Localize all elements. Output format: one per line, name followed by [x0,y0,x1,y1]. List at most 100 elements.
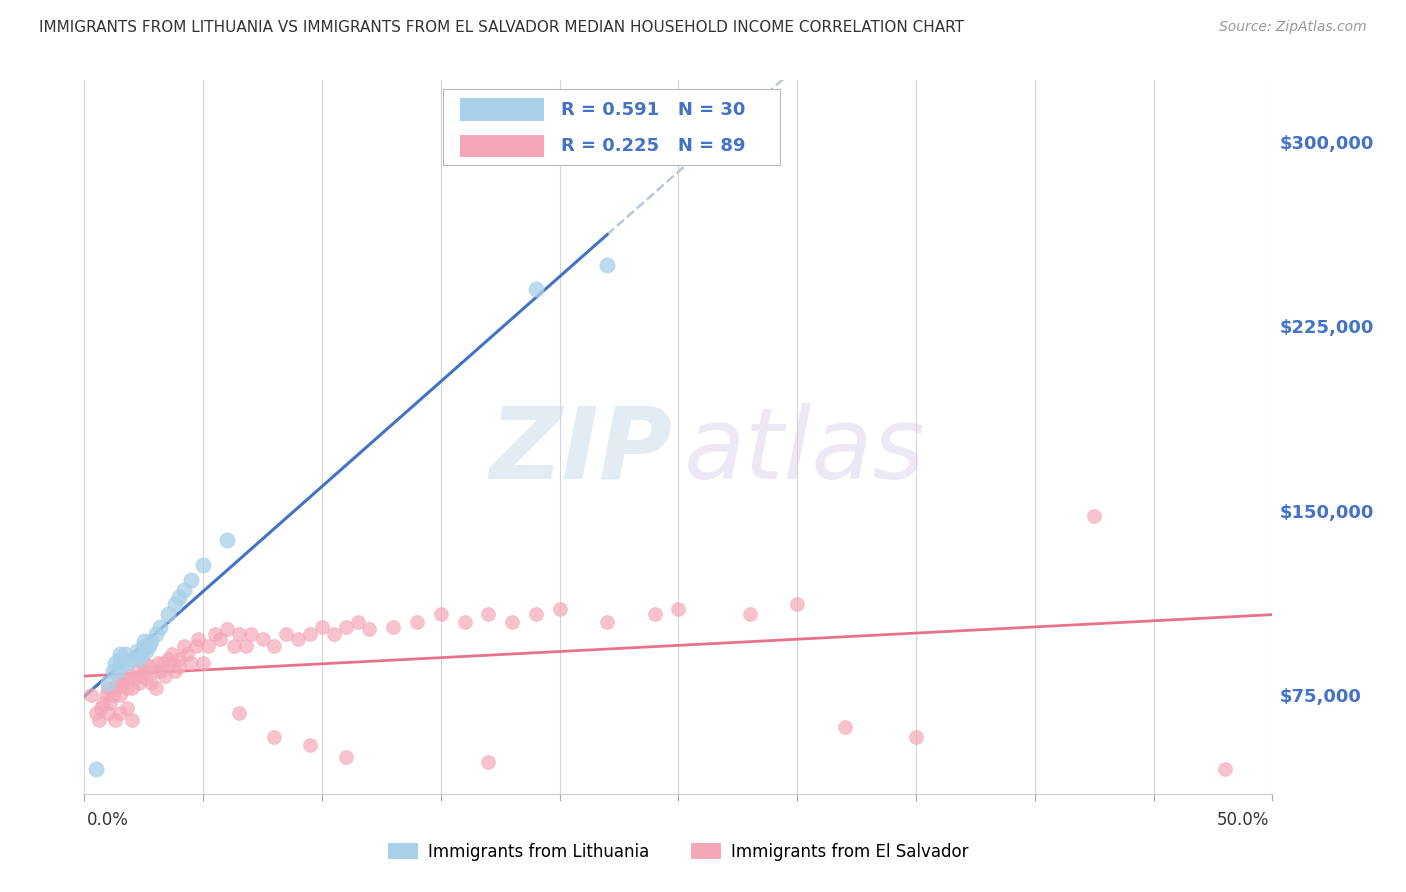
Point [139,676,162,690]
Point [108,651,131,665]
Point [596,258,619,272]
Point [138,659,160,673]
Point [335,619,357,633]
Point [501,615,523,629]
Point [108,706,131,720]
Point [644,607,666,622]
Point [1213,762,1236,776]
Point [111,676,134,690]
Point [125,644,148,658]
Y-axis label: Median Household Income: Median Household Income [0,335,7,539]
Point [132,639,155,653]
Point [524,607,547,622]
Point [138,639,160,653]
Point [228,706,250,720]
Point [668,602,690,616]
Point [111,657,134,671]
Point [299,738,322,752]
Point [406,615,429,629]
Point [90,700,112,714]
Point [97,676,120,690]
Point [125,664,148,678]
Point [163,664,186,678]
Point [173,639,195,653]
Point [131,669,153,683]
Point [97,706,120,720]
Point [121,713,143,727]
Point [169,651,191,665]
Point [162,647,184,661]
Point [156,651,179,665]
Point [263,639,285,653]
Point [187,632,209,646]
Point [145,627,167,641]
Point [299,627,322,641]
Point [159,657,181,671]
Point [252,632,274,646]
Point [453,615,475,629]
Point [80,689,103,703]
Point [84,762,107,776]
Point [905,731,928,745]
Point [382,619,405,633]
Point [180,657,202,671]
Text: Source: ZipAtlas.com: Source: ZipAtlas.com [1219,20,1367,34]
Point [107,664,129,678]
Point [287,632,309,646]
Point [101,689,124,703]
Point [131,647,153,661]
Point [153,669,176,683]
Point [115,681,138,695]
Point [173,582,195,597]
Point [84,706,107,720]
Point [104,713,127,727]
Point [596,615,619,629]
Point [121,681,143,695]
Point [149,619,172,633]
Point [118,669,141,683]
Point [108,647,131,661]
Point [834,721,856,735]
Point [108,689,131,703]
Point [430,607,453,622]
Point [128,676,150,690]
Point [215,533,238,548]
Point [346,615,368,629]
Point [100,696,122,710]
Point [104,657,127,671]
Text: 50.0%: 50.0% [1218,811,1270,829]
Point [163,598,186,612]
Text: atlas: atlas [685,403,927,500]
Point [191,657,215,671]
Point [139,634,162,648]
Point [235,639,257,653]
Text: R = 0.225   N = 89: R = 0.225 N = 89 [561,137,745,155]
Point [191,558,215,572]
Point [322,627,344,641]
Point [204,627,226,641]
Point [738,607,761,622]
Point [115,657,138,671]
Point [169,659,191,673]
Point [152,657,174,671]
Text: R = 0.591   N = 30: R = 0.591 N = 30 [561,101,745,119]
Point [115,700,138,714]
Point [477,755,499,769]
Point [239,627,262,641]
Point [176,647,198,661]
Point [208,632,231,646]
Point [228,627,250,641]
Point [149,664,172,678]
Point [197,639,219,653]
Point [311,619,333,633]
Point [132,664,155,678]
Point [335,750,357,764]
Point [114,671,136,685]
Point [145,681,167,695]
Point [222,639,245,653]
Point [104,681,127,695]
Bar [460,135,544,158]
Point [548,602,571,616]
Point [145,664,167,678]
Point [135,671,157,685]
